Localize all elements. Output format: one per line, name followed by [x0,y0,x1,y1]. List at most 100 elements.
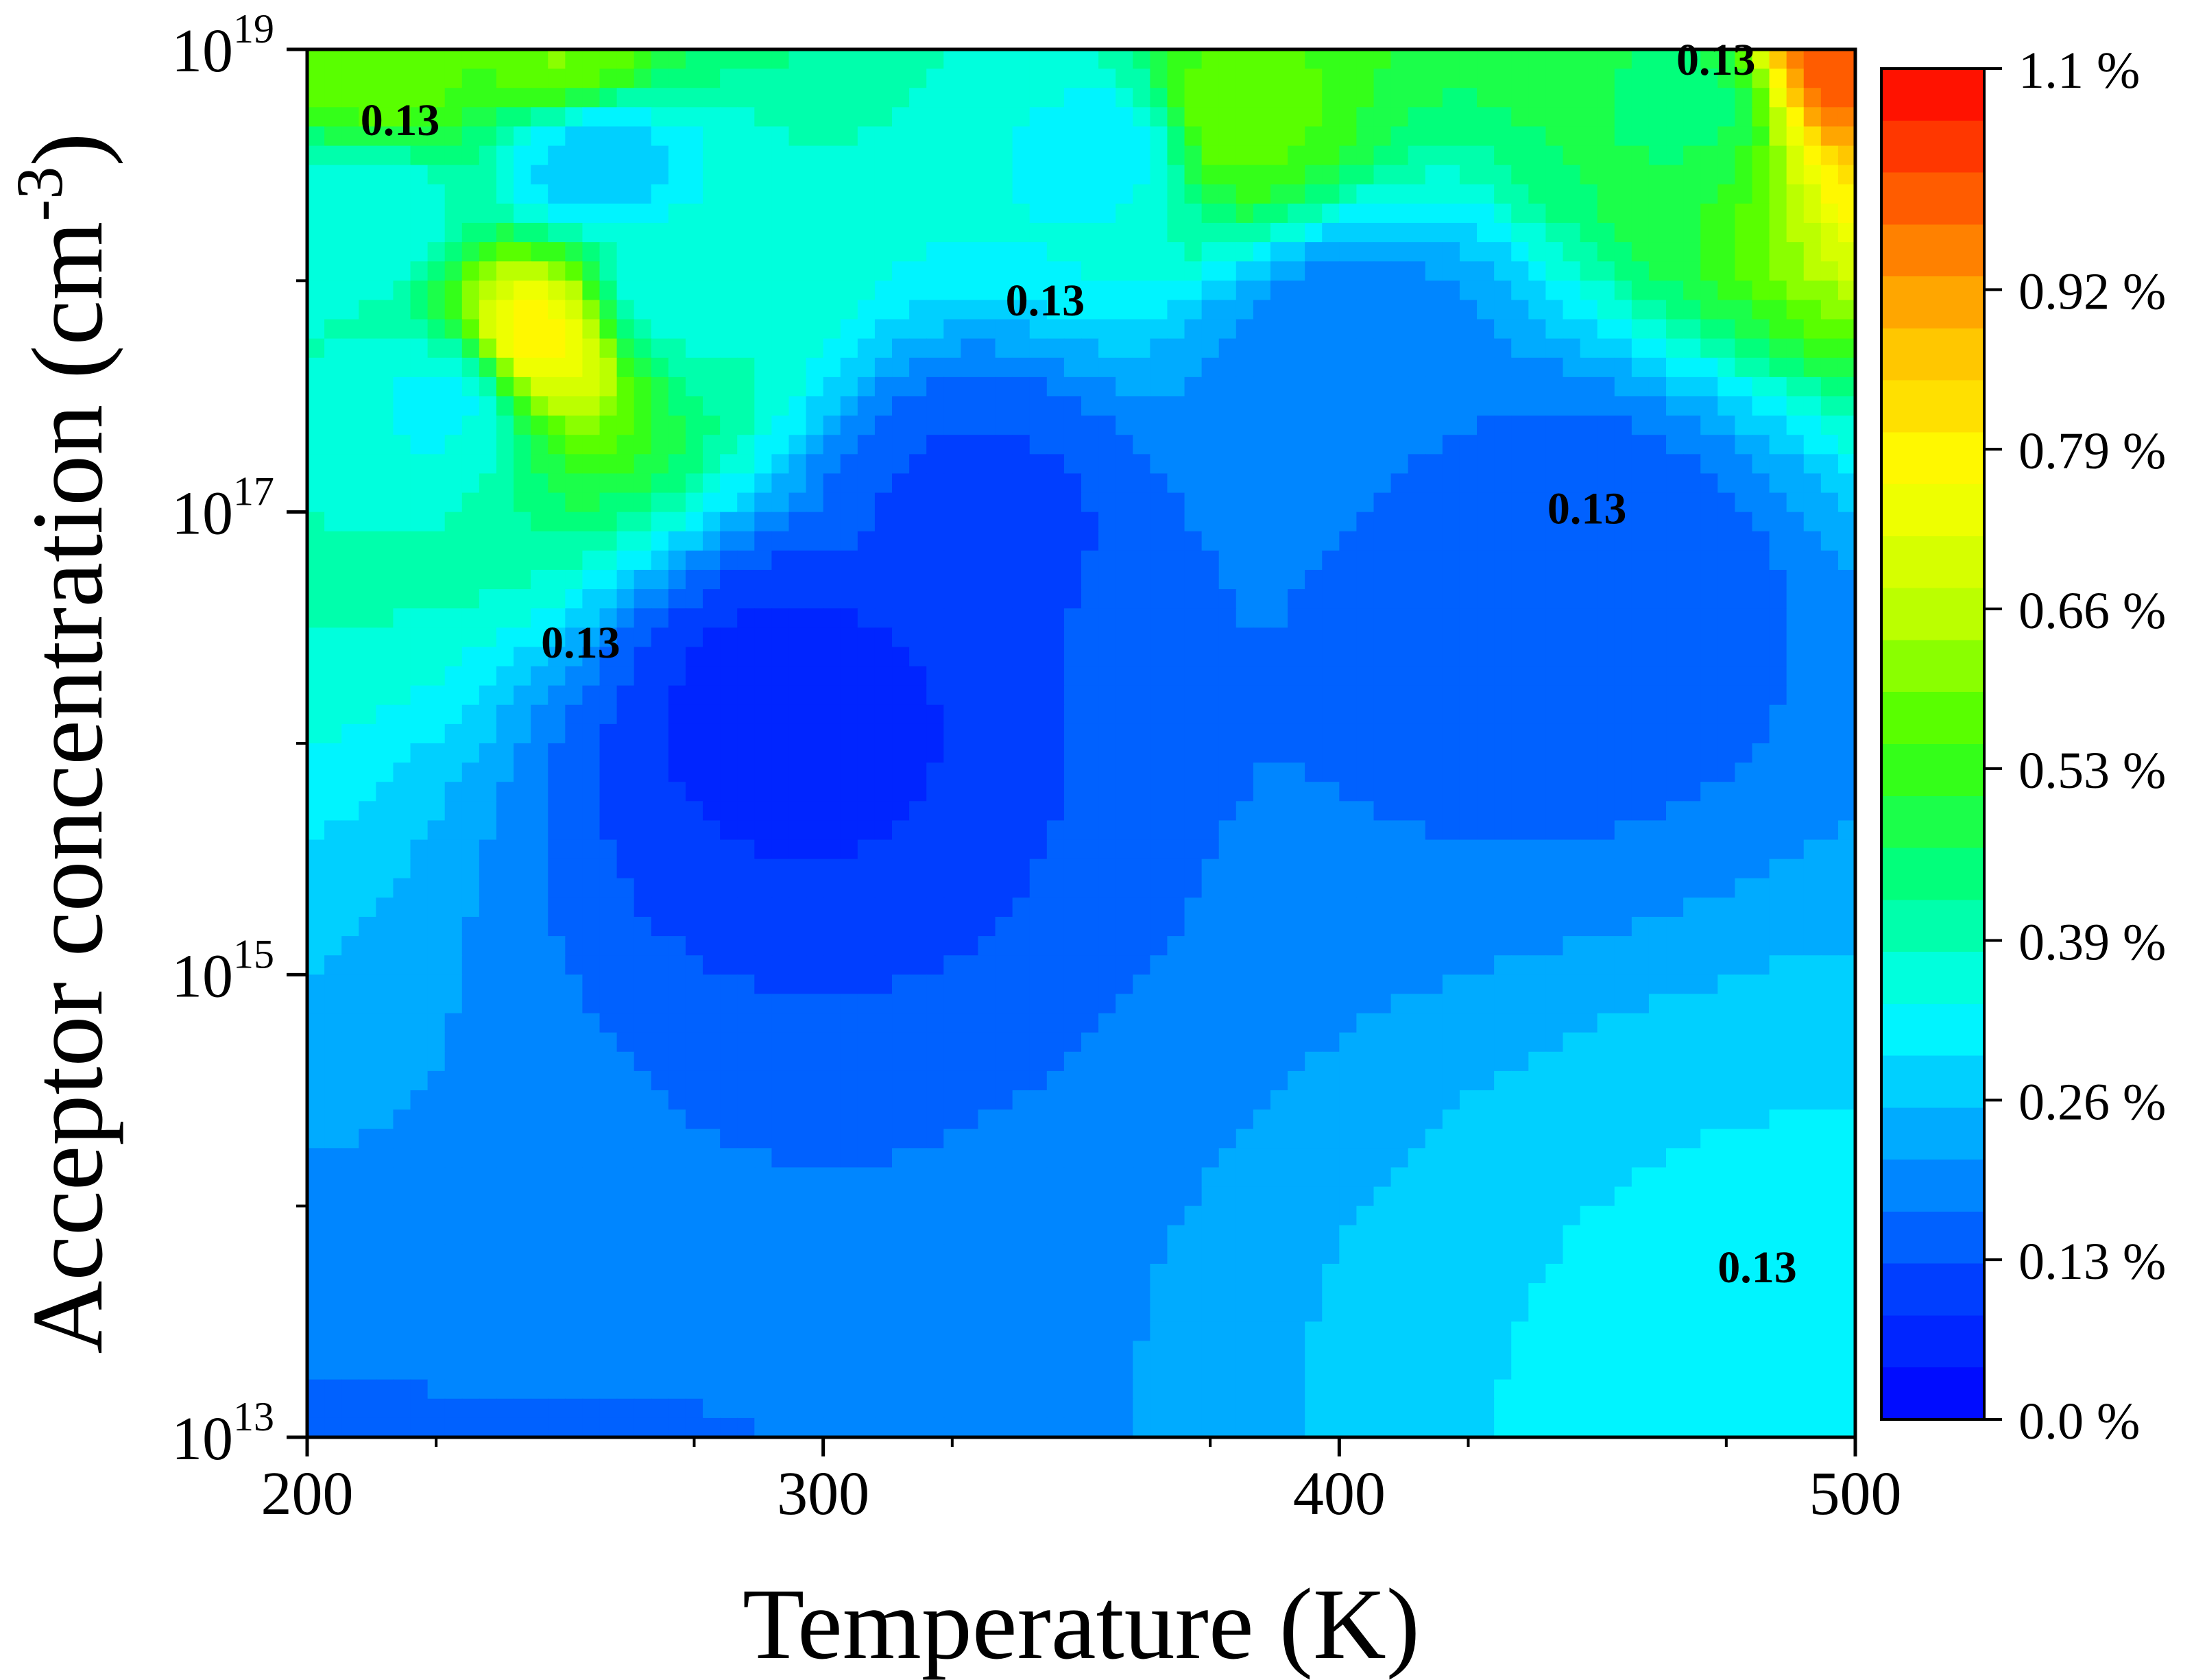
heatmap-cell [324,1051,342,1072]
heatmap-cell [840,376,858,397]
heatmap-cell [496,1013,514,1033]
heatmap-cell [788,608,807,629]
heatmap-cell [582,223,601,243]
heatmap-cell [703,69,721,89]
heatmap-cell [1614,647,1632,667]
heatmap-cell [341,49,360,69]
heatmap-cell [548,203,566,224]
heatmap-cell [1786,550,1805,571]
heatmap-cell [1648,974,1667,995]
heatmap-cell [1390,608,1409,629]
heatmap-cell [599,223,618,243]
heatmap-cell [1167,704,1185,725]
heatmap-cell [1786,1051,1805,1072]
heatmap-cell [1356,550,1375,571]
heatmap-cell [1648,704,1667,725]
heatmap-cell [720,492,738,513]
heatmap-cell [1837,627,1855,648]
heatmap-cell [978,878,996,898]
heatmap-cell [324,936,342,957]
heatmap-cell [1046,203,1065,224]
heatmap-cell [1305,647,1323,667]
heatmap-cell [307,531,325,551]
heatmap-cell [1648,839,1667,860]
heatmap-cell [1184,627,1203,648]
heatmap-cell [1235,647,1254,667]
heatmap-cell [754,782,773,802]
heatmap-cell [1631,396,1650,416]
heatmap-cell [1459,1032,1478,1053]
heatmap-cell [1442,704,1460,725]
heatmap-cell [737,763,756,783]
heatmap-cell [651,994,669,1014]
heatmap-cell [307,685,325,706]
heatmap-cell [359,743,377,763]
heatmap-cell [874,589,893,610]
heatmap-cell [1597,454,1615,475]
heatmap-cell [651,492,669,513]
heatmap-cell [514,936,531,957]
heatmap-cell [668,69,686,89]
heatmap-cell [926,376,945,397]
heatmap-cell [582,416,601,436]
heatmap-cell [857,531,876,551]
heatmap-cell [1769,570,1787,590]
heatmap-cell [1339,492,1358,513]
heatmap-cell [1752,435,1770,455]
heatmap-cell [1683,859,1701,879]
heatmap-cell [359,1032,377,1053]
heatmap-cell [737,685,756,706]
heatmap-cell [1528,126,1547,147]
heatmap-cell [978,859,996,879]
heatmap-cell [1511,897,1530,917]
heatmap-cell [909,376,927,397]
heatmap-cell [720,126,738,147]
heatmap-cell [1116,820,1134,841]
heatmap-cell [1339,974,1358,995]
heatmap-cell [1408,300,1426,320]
heatmap-cell [341,300,360,320]
heatmap-cell [961,531,979,551]
heatmap-cell [806,839,824,860]
heatmap-cell [961,376,979,397]
heatmap-cell [1631,917,1650,937]
heatmap-cell [823,897,841,917]
heatmap-cell [531,300,549,320]
heatmap-cell [1373,897,1392,917]
heatmap-cell [307,126,325,147]
heatmap-cell [1511,839,1530,860]
heatmap-cell [1373,203,1392,224]
heatmap-cell [874,473,893,494]
heatmap-cell [1150,126,1168,147]
heatmap-cell [599,570,618,590]
heatmap-cell [788,376,807,397]
heatmap-cell [479,723,497,744]
heatmap-cell [1408,396,1426,416]
heatmap-cell [978,416,996,436]
heatmap-cell [1494,570,1512,590]
heatmap-cell [1837,1090,1855,1110]
heatmap-cell [1201,454,1220,475]
heatmap-cell [1648,261,1667,282]
heatmap-cell [1769,49,1787,69]
heatmap-cell [599,647,618,667]
heatmap-cell [548,743,566,763]
heatmap-cell [1700,897,1719,917]
heatmap-cell [1511,1070,1530,1091]
heatmap-cell [1046,338,1065,359]
heatmap-cell [1253,492,1271,513]
heatmap-cell [1648,69,1667,89]
heatmap-cell [1648,550,1667,571]
heatmap-cell [1081,300,1099,320]
heatmap-cell [1390,69,1409,89]
heatmap-cell [737,782,756,802]
heatmap-cell [376,319,394,339]
heatmap-cell [1116,589,1134,610]
heatmap-cell [410,531,429,551]
heatmap-cell [1459,242,1478,263]
heatmap-cell [771,723,790,744]
heatmap-cell [376,473,394,494]
heatmap-cell [668,261,686,282]
heatmap-cell [1390,338,1409,359]
heatmap-cell [444,107,463,128]
